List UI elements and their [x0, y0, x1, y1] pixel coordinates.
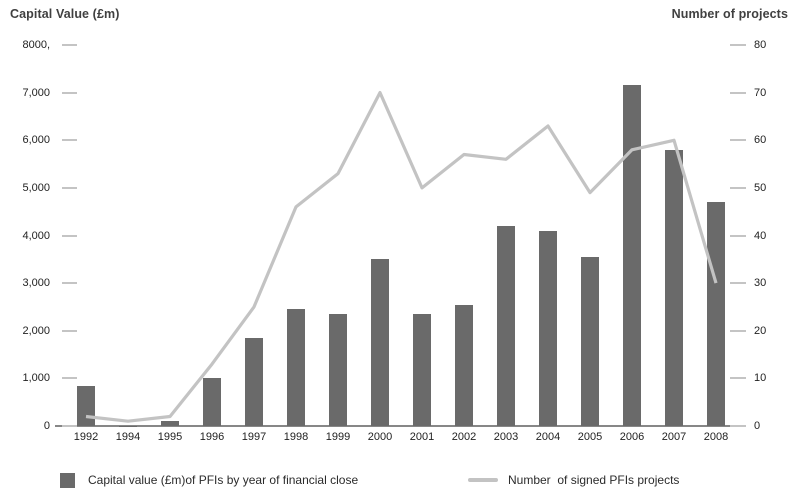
right-axis-tick — [730, 234, 746, 237]
right-axis-tick-label: 20 — [754, 324, 767, 337]
bar-1996 — [203, 378, 221, 426]
right-axis-tick — [730, 186, 746, 189]
left-axis-tick — [62, 44, 77, 46]
bar-2002 — [455, 304, 473, 426]
x-axis-label-1995: 1995 — [157, 431, 183, 443]
bar-2001 — [413, 314, 431, 426]
right-axis-tick — [730, 139, 746, 142]
right-axis-tick — [730, 282, 746, 285]
x-axis-label-2005: 2005 — [577, 431, 603, 443]
x-axis-label-2003: 2003 — [493, 431, 519, 443]
x-axis-label-2006: 2006 — [619, 431, 645, 443]
x-axis-label-2004: 2004 — [535, 431, 561, 443]
left-axis-tick — [62, 425, 77, 427]
left-axis-tick-label: 1,000 — [22, 372, 50, 385]
bar-2006 — [623, 85, 641, 426]
right-axis-tick-label: 10 — [754, 372, 767, 385]
x-axis-label-1994: 1994 — [115, 431, 141, 443]
x-axis-label-1998: 1998 — [283, 431, 309, 443]
left-axis-tick-label: 5,000 — [22, 181, 50, 194]
right-axis-tick-label: 30 — [754, 277, 767, 290]
plot-area — [55, 44, 746, 427]
left-axis-tick-label: 2,000 — [22, 324, 50, 337]
bar-2003 — [497, 225, 515, 426]
left-axis-tick — [62, 91, 77, 94]
bar-1997 — [245, 337, 263, 426]
x-axis-label-1996: 1996 — [199, 431, 225, 443]
left-axis-tick-label: 8000, — [22, 39, 50, 51]
bar-swatch-icon — [60, 472, 75, 488]
bar-2004 — [539, 230, 557, 426]
right-axis-tick-label: 0 — [754, 420, 761, 432]
x-axis-label-1992: 1992 — [73, 431, 99, 443]
bar-1998 — [287, 309, 305, 426]
bar-1995 — [161, 421, 179, 426]
x-axis-label-2008: 2008 — [703, 431, 729, 443]
left-axis-tick — [62, 329, 77, 332]
right-axis-title: Number of projects — [671, 7, 788, 21]
legend-label-projects: Number of signed PFIs projects — [508, 473, 680, 487]
line-swatch-icon — [468, 478, 498, 482]
x-axis-label-2007: 2007 — [661, 431, 687, 443]
right-axis-tick-label: 80 — [754, 39, 767, 51]
left-axis-tick — [62, 377, 77, 380]
projects-line — [85, 90, 718, 423]
x-axis-line — [55, 425, 743, 427]
right-axis-tick-label: 50 — [754, 181, 767, 194]
bar-2005 — [581, 256, 599, 426]
left-axis-tick — [62, 186, 77, 189]
legend-item-capital-value: Capital value (£m)of PFIs by year of fin… — [60, 472, 358, 488]
projects-line-chart — [85, 90, 718, 423]
right-axis-tick-label: 60 — [754, 134, 767, 147]
x-axis-label-1999: 1999 — [325, 431, 351, 443]
legend-item-projects: Number of signed PFIs projects — [468, 472, 679, 488]
left-axis-tick-label: 3,000 — [22, 277, 50, 290]
right-axis-tick — [730, 44, 746, 46]
bar-2007 — [665, 149, 683, 426]
left-axis-tick — [62, 139, 77, 142]
bar-1999 — [329, 314, 347, 426]
left-axis-tick-label: 6,000 — [22, 134, 50, 147]
right-axis-tick — [730, 377, 746, 380]
left-axis-tick — [62, 234, 77, 237]
right-axis-tick — [730, 91, 746, 94]
left-axis-tick-label: 4,000 — [22, 229, 50, 242]
left-axis-tick-label: 0 — [43, 420, 50, 432]
bar-2008 — [707, 202, 725, 426]
x-axis-label-2001: 2001 — [409, 431, 435, 443]
right-axis-tick — [730, 329, 746, 332]
right-axis-tick-label: 40 — [754, 229, 767, 242]
legend-label-capital-value: Capital value (£m)of PFIs by year of fin… — [88, 473, 359, 487]
x-axis-label-2002: 2002 — [451, 431, 477, 443]
right-axis-tick — [730, 425, 746, 427]
x-axis-label-2000: 2000 — [367, 431, 393, 443]
left-axis-tick-label: 7,000 — [22, 86, 50, 99]
bar-2000 — [371, 259, 389, 426]
right-axis-tick-label: 70 — [754, 86, 767, 99]
x-axis-label-1997: 1997 — [241, 431, 267, 443]
left-axis-title: Capital Value (£m) — [10, 7, 120, 21]
left-axis-tick — [62, 282, 77, 285]
